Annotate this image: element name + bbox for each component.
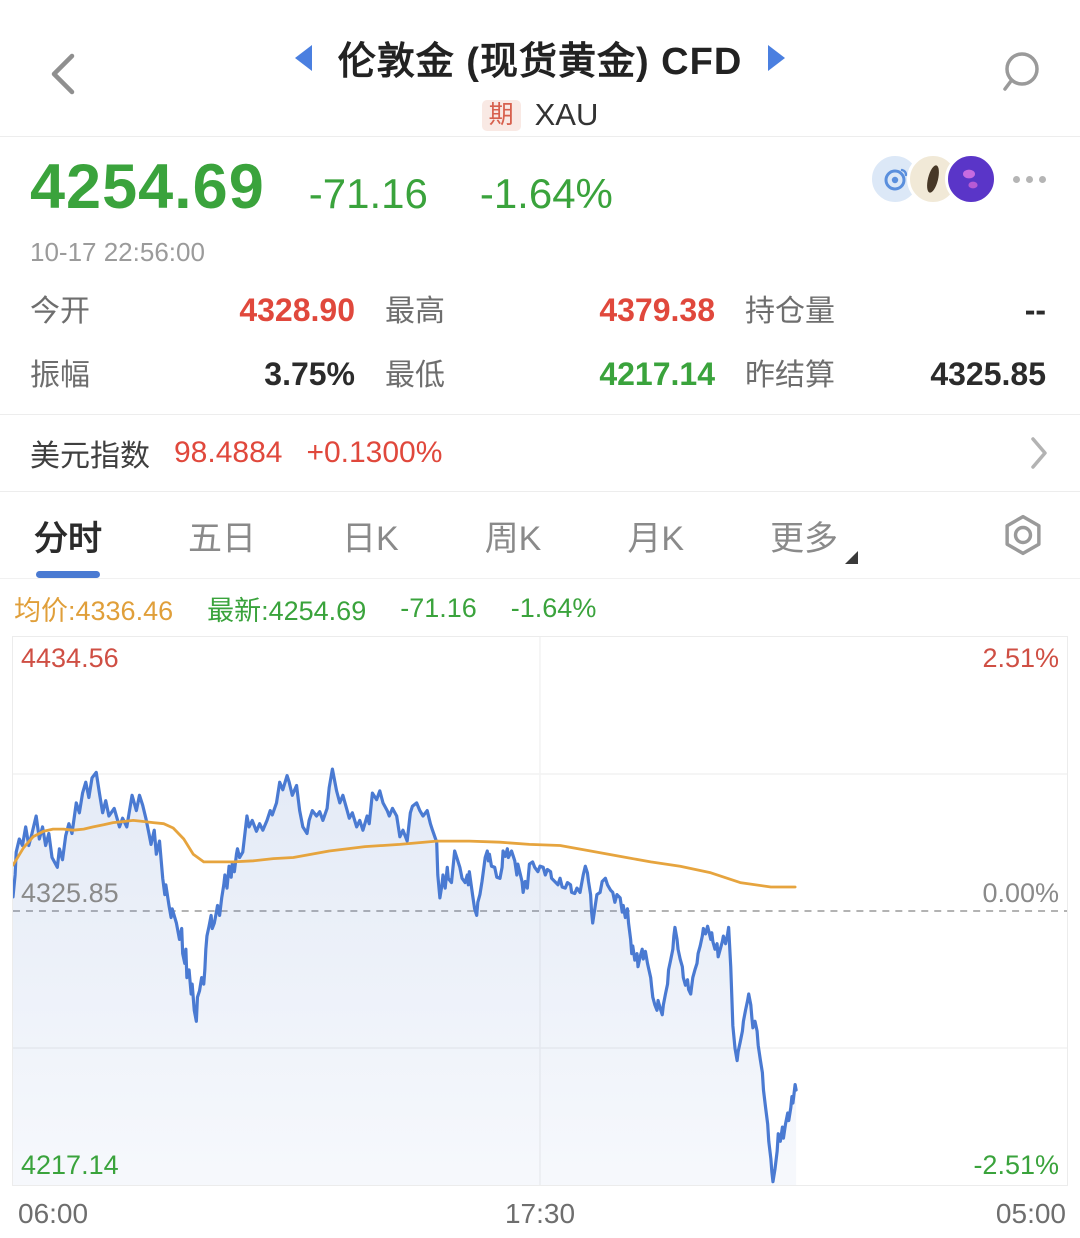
usd-index-label: 美元指数 [30, 440, 150, 473]
price-area-fill [13, 769, 797, 1185]
tab-weekly-k[interactable]: 周K [484, 519, 542, 558]
back-chevron-icon [51, 53, 75, 95]
last-price: 4254.69 [30, 152, 265, 222]
more-actions-icon[interactable] [1013, 175, 1046, 183]
price-change: -71.16 [308, 170, 428, 217]
average-line [13, 818, 797, 889]
prev-instrument-icon[interactable] [294, 44, 312, 71]
stat-amplitude: 振幅 3.75% [30, 356, 355, 392]
back-button[interactable] [44, 48, 88, 100]
period-tabs: 分时 五日 日K 周K 月K 更多 [0, 492, 1080, 579]
stat-open-interest: 持仓量 -- [745, 292, 1046, 328]
intraday-chart[interactable]: 4434.56 2.51% 4325.85 0.00% 4217.14 -2.5… [12, 636, 1068, 1186]
futures-badge: 期 [481, 99, 521, 131]
symbol-code: XAU [534, 97, 599, 132]
more-dropdown-triangle-icon [845, 550, 859, 564]
usd-index-value: 98.4884 [174, 436, 283, 469]
usd-index-change: +0.1300% [306, 436, 443, 469]
search-button[interactable] [996, 48, 1044, 101]
y-label-mid-right: 0.00% [982, 878, 1059, 908]
stats-grid: 今开 4328.90 最高 4379.38 持仓量 -- 振幅 3.75% 最低… [0, 268, 1080, 408]
chevron-right-icon [1031, 437, 1047, 469]
y-label-top-right: 2.51% [982, 643, 1059, 673]
time-label-end: 05:00 [995, 1198, 1066, 1229]
time-label-middle: 17:30 [504, 1198, 576, 1229]
purple-blob-glyph [963, 169, 978, 189]
chart-legend: 均价:4336.46 最新:4254.69 -71.16 -1.64% [0, 579, 1080, 636]
stat-low: 最低 4217.14 [385, 356, 715, 392]
legend-change: -71.16 [400, 593, 477, 623]
y-label-top-left: 4434.56 [21, 643, 119, 673]
search-icon [1003, 52, 1039, 91]
legend-average: 均价:4336.46 [14, 596, 174, 626]
community-share-icon[interactable] [945, 153, 997, 205]
price-line [13, 767, 798, 1184]
stat-open: 今开 4328.90 [30, 292, 355, 328]
chart-settings-button[interactable] [1000, 512, 1046, 558]
tab-more[interactable]: 更多 [770, 493, 859, 578]
settings-hexagon-icon [1005, 514, 1041, 556]
tab-monthly-k[interactable]: 月K [627, 519, 685, 558]
next-instrument-icon[interactable] [768, 44, 786, 71]
avatar-figure-glyph [927, 165, 939, 193]
tab-5day[interactable]: 五日 [188, 519, 256, 558]
tab-daily-k[interactable]: 日K [342, 519, 399, 558]
stat-high: 最高 4379.38 [385, 292, 715, 328]
quote-timestamp: 10-17 22:56:00 [30, 237, 205, 267]
y-label-mid-left: 4325.85 [21, 878, 119, 908]
tab-intraday[interactable]: 分时 [34, 493, 102, 578]
time-label-start: 06:00 [18, 1198, 89, 1229]
weibo-eye-glyph [884, 168, 908, 191]
header: 伦敦金 (现货黄金) CFD 期 XAU [0, 0, 1080, 137]
y-label-bottom-left: 4217.14 [21, 1150, 119, 1180]
stat-prev-settlement: 昨结算 4325.85 [745, 356, 1046, 392]
usd-index-row[interactable]: 美元指数 98.4884 +0.1300% [0, 414, 1080, 492]
price-change-percent: -1.64% [479, 170, 613, 217]
time-axis: 06:00 17:30 05:00 [12, 1192, 1068, 1238]
page-title: 伦敦金 (现货黄金) CFD [337, 41, 743, 83]
y-label-bottom-right: -2.51% [973, 1150, 1059, 1180]
legend-last: 最新:4254.69 [207, 596, 367, 626]
legend-change-percent: -1.64% [510, 593, 597, 623]
quote-section: 4254.69 -71.16 -1.64% [0, 137, 1080, 268]
chart-canvas [13, 637, 1067, 1185]
share-avatars [869, 153, 1046, 205]
title-block: 伦敦金 (现货黄金) CFD 期 XAU [0, 30, 1080, 133]
